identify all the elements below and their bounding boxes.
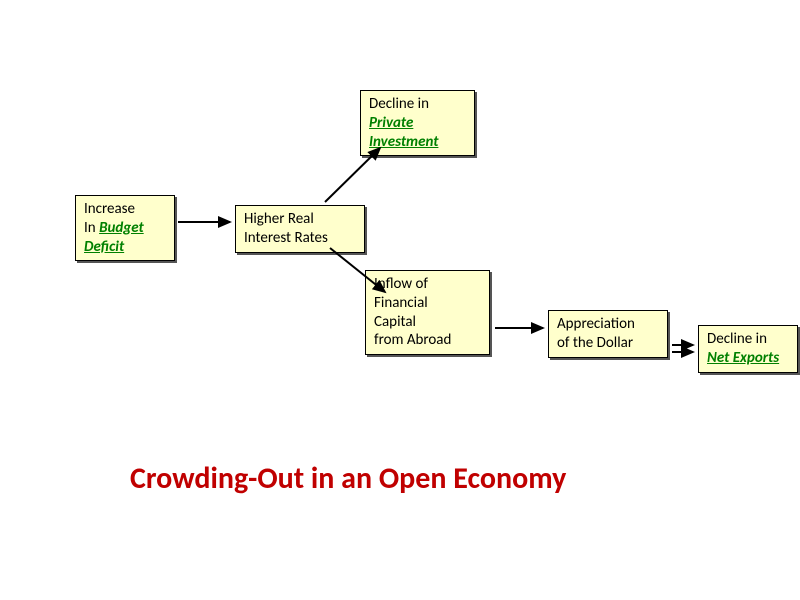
diagram-title: Crowding-Out in an Open Economy (130, 460, 566, 497)
node-budget-deficit: Increase In Budget Deficit (75, 195, 175, 261)
node-capital-inflow: Inflow of Financial Capital from Abroad (365, 270, 490, 355)
node-text: Financial (374, 294, 428, 312)
node-text: Decline in (369, 95, 429, 113)
node-text: Increase (84, 200, 135, 218)
node-text: Capital (374, 313, 416, 331)
node-private-investment: Decline in Private Investment (360, 90, 475, 156)
node-text: of the Dollar (557, 334, 633, 352)
node-highlight: Net Exports (707, 349, 779, 367)
node-net-exports: Decline in Net Exports (698, 325, 798, 373)
node-highlight: Private Investment (369, 114, 438, 151)
node-text: Inflow of (374, 275, 428, 293)
node-text: Appreciation (557, 315, 635, 333)
node-interest-rates: Higher Real Interest Rates (235, 205, 365, 253)
node-text: In (84, 219, 99, 237)
node-text: from Abroad (374, 331, 451, 349)
node-text: Interest Rates (244, 229, 328, 247)
node-dollar-appreciation: Appreciation of the Dollar (548, 310, 668, 358)
node-text: Decline in (707, 330, 767, 348)
node-text: Higher Real (244, 210, 314, 228)
